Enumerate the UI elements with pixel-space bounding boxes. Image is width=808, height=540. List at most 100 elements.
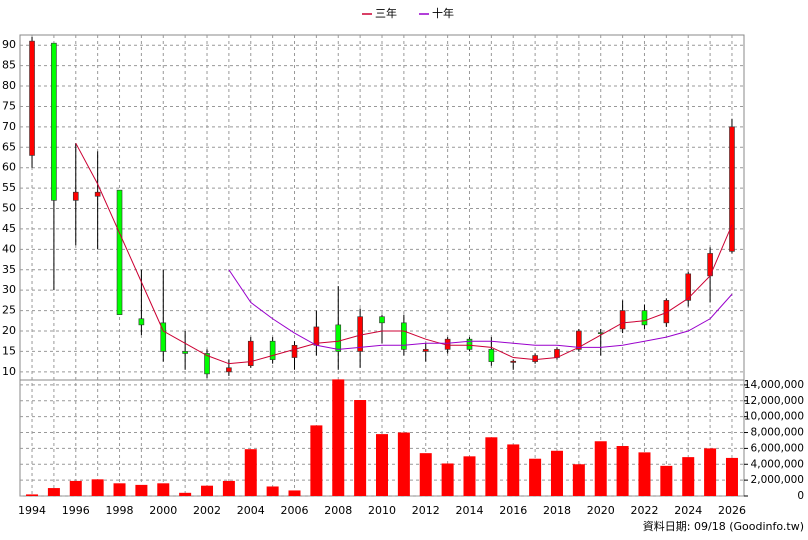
x-tick-label: 2026 <box>718 504 746 517</box>
y2-tick-label: 0 <box>797 490 804 502</box>
x-tick-label: 2004 <box>237 504 265 517</box>
x-tick-label: 1996 <box>62 504 90 517</box>
volume-bar <box>91 479 104 496</box>
volume-bar <box>397 432 410 496</box>
y2-tick-label: 8,000,000 <box>751 427 804 439</box>
volume-bar <box>113 483 126 496</box>
y-tick-label: 75 <box>2 99 16 112</box>
y-tick-label: 35 <box>2 263 16 276</box>
volume-bar <box>725 457 738 496</box>
candle-body <box>291 344 298 358</box>
candle-body <box>532 355 538 362</box>
candle-body <box>204 353 210 375</box>
candle-body <box>619 310 626 330</box>
x-tick-label: 2010 <box>368 504 396 517</box>
candle-body <box>510 360 517 363</box>
ma-line <box>75 142 733 365</box>
volume-bar <box>550 450 563 496</box>
volume-bar <box>157 483 170 496</box>
candle-body <box>422 349 429 352</box>
volume-bar <box>26 494 39 496</box>
y-tick-label: 30 <box>2 283 16 296</box>
x-tick-label: 2014 <box>455 504 483 517</box>
volume-bar <box>441 463 454 496</box>
candle-body <box>29 40 35 156</box>
y-tick-label: 55 <box>2 181 16 194</box>
candle-body <box>641 310 648 326</box>
volume-bar <box>660 465 673 496</box>
x-tick-label: 1998 <box>106 504 134 517</box>
volume-bar <box>244 449 257 496</box>
candle-body <box>335 324 342 352</box>
volume-bar <box>616 446 629 496</box>
candle-body <box>160 322 167 352</box>
volume-bar <box>682 457 695 496</box>
candle-body <box>576 330 582 350</box>
volume-bar <box>332 379 345 496</box>
x-tick-label: 2016 <box>499 504 527 517</box>
candle-body <box>72 191 79 201</box>
candle-body <box>597 332 604 334</box>
volume-bar <box>135 484 148 496</box>
candle-body <box>488 349 495 362</box>
x-tick-label: 2024 <box>674 504 702 517</box>
candle-body <box>729 126 735 252</box>
y2-tick-label: 12,000,000 <box>744 395 804 407</box>
candle-body <box>466 338 473 350</box>
legend-label: 三年 <box>375 6 397 20</box>
x-tick-label: 2002 <box>193 504 221 517</box>
x-tick-label: 1994 <box>18 504 46 517</box>
volume-bar <box>594 441 607 496</box>
volume-bar <box>288 490 301 496</box>
legend-label: 十年 <box>432 6 454 20</box>
x-tick-label: 2018 <box>543 504 571 517</box>
y2-tick-label: 10,000,000 <box>744 411 804 423</box>
candle-body <box>182 351 188 354</box>
candle-body <box>94 191 101 197</box>
x-tick-label: 2012 <box>412 504 440 517</box>
x-tick-label: 2020 <box>587 504 615 517</box>
volume-bar <box>638 452 651 496</box>
source-note: 資料日期: 09/18 (Goodinfo.tw) <box>643 519 804 533</box>
candle-body <box>138 318 145 326</box>
volume-bar <box>179 492 192 496</box>
y-tick-label: 70 <box>2 120 16 133</box>
candle-body <box>401 322 407 350</box>
volume-bar <box>376 434 388 496</box>
y-tick-label: 15 <box>2 344 16 357</box>
candle-body <box>313 326 320 346</box>
y2-tick-label: 4,000,000 <box>751 458 804 470</box>
volume-bar <box>507 444 520 496</box>
candle-body <box>357 316 363 352</box>
volume-bar <box>572 464 585 496</box>
y-tick-label: 45 <box>2 222 16 235</box>
volume-bar <box>419 453 432 496</box>
y-tick-label: 80 <box>2 79 16 92</box>
volume-bar <box>266 486 279 496</box>
candle-body <box>269 340 276 360</box>
x-tick-label: 2000 <box>149 504 177 517</box>
x-tick-label: 2006 <box>281 504 309 517</box>
volume-bar <box>47 488 60 496</box>
volume-bar <box>463 456 476 496</box>
y-tick-label: 50 <box>2 202 16 215</box>
x-tick-label: 2008 <box>324 504 352 517</box>
volume-bar <box>201 485 214 496</box>
candle-body <box>379 316 385 324</box>
x-tick-label: 2022 <box>630 504 658 517</box>
volume-bar <box>485 437 498 496</box>
y2-tick-label: 2,000,000 <box>751 474 804 486</box>
volume-bar <box>69 480 82 496</box>
candle-body <box>444 338 451 350</box>
y-tick-label: 20 <box>2 324 16 337</box>
volume-bar <box>310 425 323 496</box>
y-tick-label: 25 <box>2 304 16 317</box>
y2-tick-label: 14,000,000 <box>744 379 804 391</box>
candle-body <box>226 367 232 373</box>
candle-body <box>116 189 123 315</box>
volume-bar <box>704 448 717 496</box>
candle-body <box>663 300 670 324</box>
volume-bar <box>354 400 367 496</box>
ma-line <box>228 269 733 350</box>
